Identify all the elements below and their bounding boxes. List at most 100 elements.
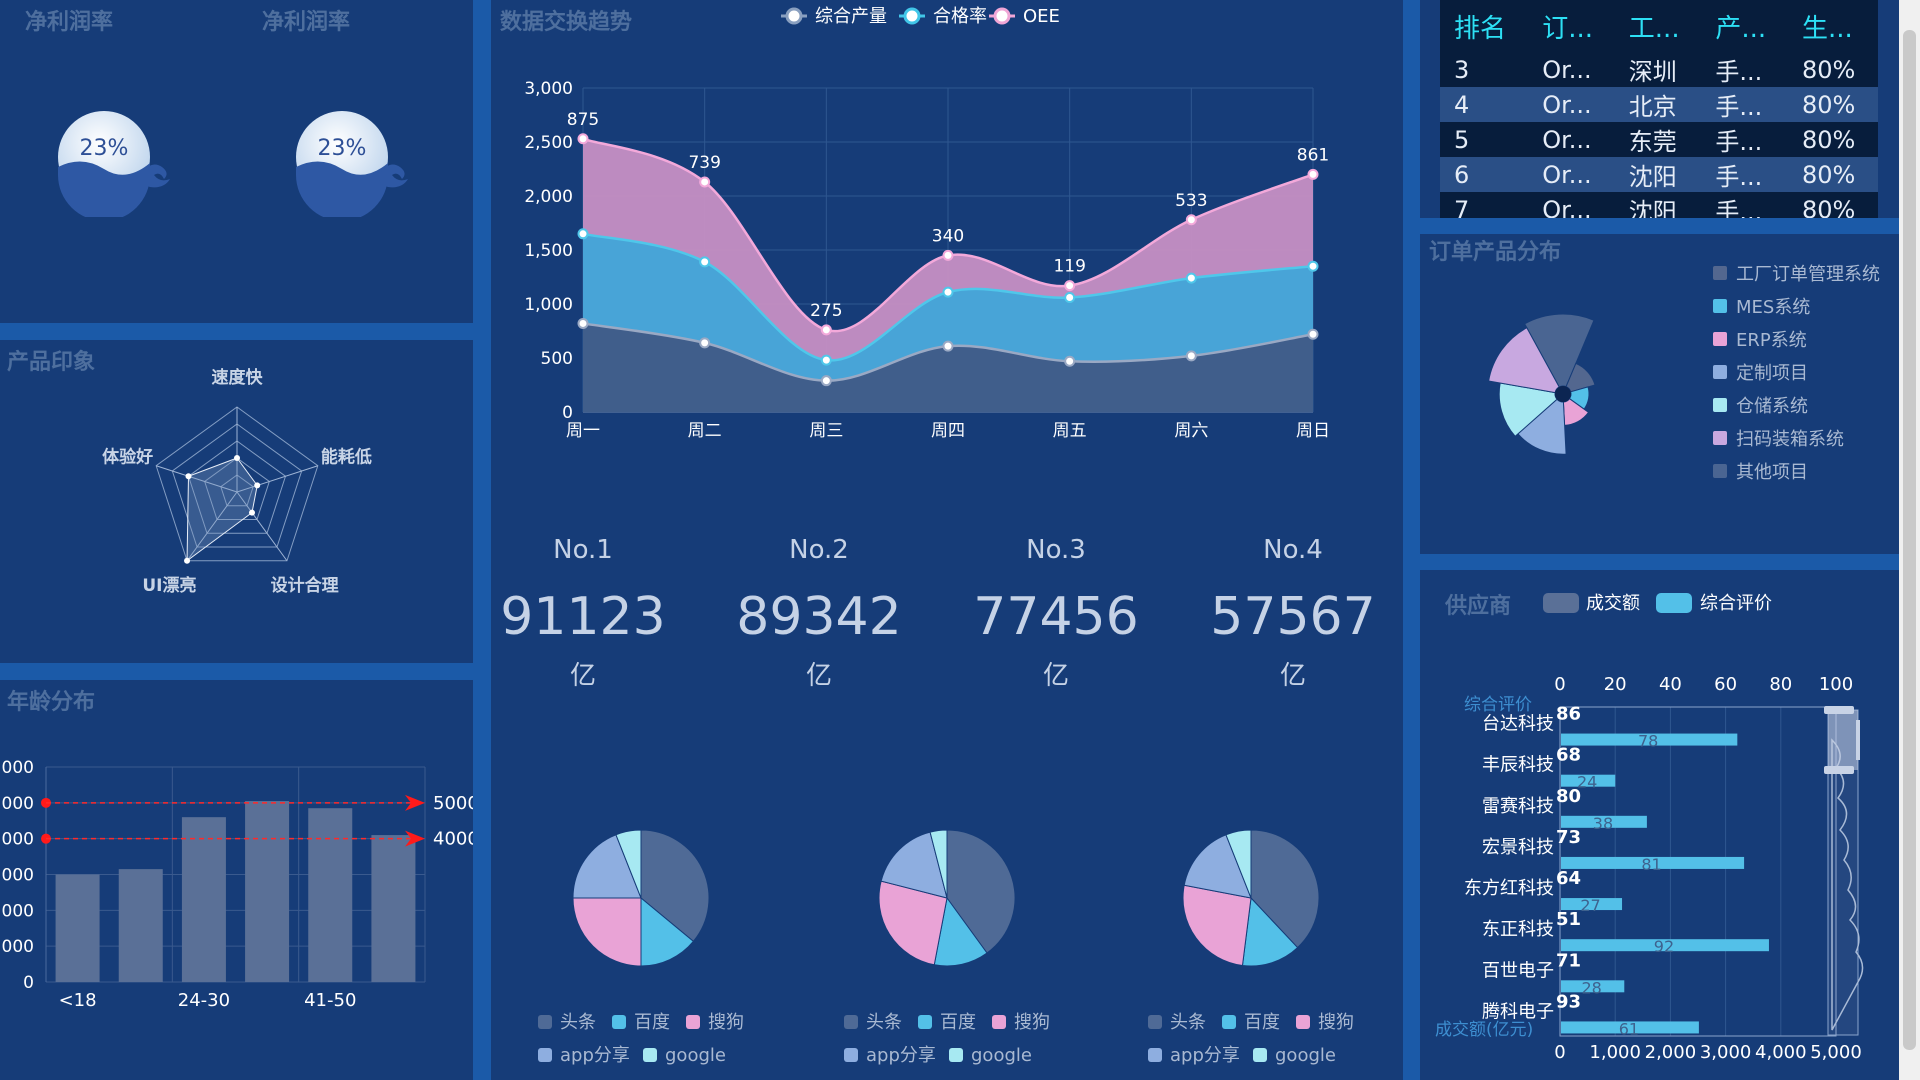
trend-point	[1185, 272, 1197, 284]
trend-point	[942, 340, 954, 352]
trend-title: 数据交换趋势	[500, 10, 633, 35]
table-cell: 4	[1440, 87, 1529, 122]
datazoom-grip	[1856, 720, 1860, 760]
table-row[interactable]: 4 Or... 北京 手... 80%	[1440, 87, 1878, 122]
supplier-bar-label: 38	[1593, 814, 1613, 833]
age-bar	[55, 874, 100, 982]
radar-indicator-label: 体验好	[102, 446, 153, 467]
legend-swatch	[1713, 266, 1727, 280]
header-cell[interactable]: 订...	[1528, 0, 1615, 52]
supplier-panel: 供应商 成交额 综合评价 0 20 40 60 80 100 0 1,000 2,000 3,000 4…	[1420, 570, 1899, 1080]
trend-data-label: 119	[1053, 257, 1085, 277]
pie-slice	[1225, 829, 1252, 899]
supplier-title: 供应商	[1445, 594, 1512, 619]
supplier-bar	[1561, 733, 1738, 746]
scrollbar-thumb[interactable]	[1903, 30, 1916, 1050]
legend-swatch	[1148, 1015, 1162, 1029]
age-x-tick: 41-50	[304, 990, 356, 1011]
rose-center	[1555, 386, 1571, 402]
legend-label: app分享	[560, 1045, 630, 1066]
supplier-bottom-tick: 4,000	[1755, 1042, 1807, 1063]
age-distribution-panel: 年龄分布 0 ,000 ,000 ,000 ,000 ,000 ,000 <18 24-30 41…	[0, 680, 473, 1080]
trend-data-label: 875	[567, 110, 599, 130]
trend-y-tick: 1,000	[524, 295, 573, 315]
age-bar-chart: 0 ,000 ,000 ,000 ,000 ,000 ,000 <18 24-30 41-50 50…	[0, 758, 473, 1011]
product-impression-title: 产品印象	[7, 350, 96, 375]
supplier-top-tick: 40	[1659, 674, 1682, 695]
supplier-bar	[1561, 815, 1647, 828]
radar-indicator-label: 速度快	[212, 367, 264, 388]
trend-x-tick: 周日	[1296, 421, 1330, 441]
supplier-bottom-tick: 0	[1554, 1042, 1565, 1063]
legend-swatch	[643, 1048, 657, 1062]
trend-legend: 综合产量 合格率 OEE	[781, 6, 1060, 27]
table-cell: 80%	[1787, 87, 1878, 122]
supplier-bar-label: 27	[1580, 896, 1600, 915]
trend-point	[1064, 280, 1076, 292]
radar-point	[184, 557, 191, 564]
stat-rank: No.4	[1263, 535, 1323, 565]
supplier-plot-frame	[1559, 706, 1837, 1037]
radar-indicator-label: 设计合理	[271, 575, 339, 596]
pie-slice	[615, 829, 642, 899]
trend-x-tick: 周五	[1053, 421, 1087, 441]
stat-unit: 亿	[805, 661, 832, 691]
stat-unit: 亿	[569, 661, 596, 691]
stat-value: 77456	[973, 587, 1139, 647]
trend-x-tick: 周六	[1174, 421, 1208, 441]
radar-grid-ring	[220, 474, 254, 507]
header-cell[interactable]: 工...	[1614, 0, 1702, 52]
table-row[interactable]: 3 Or... 深圳 手... 80%	[1440, 52, 1878, 87]
order-distribution-panel: 订单产品分布 工厂订单管理系统 MES系统 ERP系统 定制项目 仓储系统 扫码装箱系统其…	[1420, 234, 1899, 554]
age-y-tick: 0	[23, 973, 34, 993]
supplier-top-tick: 80	[1769, 674, 1792, 695]
supplier-category-label: 丰辰科技	[1482, 755, 1554, 776]
trend-x-tick: 周三	[809, 421, 843, 441]
header-cell[interactable]: 产...	[1701, 0, 1788, 52]
legend-label: 仓储系统	[1736, 396, 1808, 417]
trend-x-tick: 周四	[931, 421, 965, 441]
legend-swatch	[1713, 365, 1727, 379]
trend-x-tick: 周一	[566, 421, 600, 441]
age-y-tick: ,000	[0, 794, 34, 814]
age-bar	[308, 808, 353, 982]
pie-slice	[880, 831, 948, 899]
trend-point	[942, 249, 954, 261]
supplier-top-tick: 0	[1554, 674, 1565, 695]
trend-point	[577, 228, 589, 240]
table-cell: 深圳	[1614, 52, 1702, 87]
divider	[0, 663, 473, 680]
table-cell: 80%	[1787, 52, 1878, 87]
legend-label: ERP系统	[1736, 330, 1807, 351]
legend-swatch	[1713, 299, 1727, 313]
supplier-category-label: 百世电子	[1482, 960, 1554, 981]
supplier-top-tick: 20	[1604, 674, 1627, 695]
trend-y-tick: 0	[562, 403, 573, 423]
page-scrollbar[interactable]	[1899, 0, 1920, 1080]
radar-indicator-label: 能耗低	[321, 446, 372, 467]
age-y-tick: ,000	[0, 866, 34, 886]
datazoom-shadow	[1831, 738, 1864, 1031]
stat-unit: 亿	[1279, 661, 1306, 691]
stat-unit: 亿	[1042, 661, 1069, 691]
table-row[interactable]: 5 Or... 东莞 手... 80%	[1440, 122, 1878, 157]
legend-label: 百度	[1244, 1012, 1280, 1033]
table-cell: 手...	[1701, 52, 1788, 87]
legend-swatch	[1148, 1048, 1162, 1062]
datazoom-handle-bottom	[1824, 766, 1854, 774]
header-cell[interactable]: 排名	[1440, 0, 1529, 52]
legend-label: 搜狗	[708, 1012, 744, 1033]
trend-point	[820, 324, 832, 336]
supplier-bar-label: 92	[1654, 937, 1674, 956]
pie-slice	[933, 896, 988, 967]
table-row[interactable]: 6 Or... 沈阳 手... 80%	[1440, 157, 1878, 192]
header-cell[interactable]: 生...	[1787, 0, 1878, 52]
pie-slice	[878, 880, 948, 966]
pie-slice	[929, 829, 948, 899]
stat-rank: No.2	[789, 535, 849, 565]
legend-swatch	[1222, 1015, 1236, 1029]
pie-slice	[1250, 829, 1320, 949]
trend-point	[1064, 292, 1076, 304]
legend-swatch	[612, 1015, 626, 1029]
